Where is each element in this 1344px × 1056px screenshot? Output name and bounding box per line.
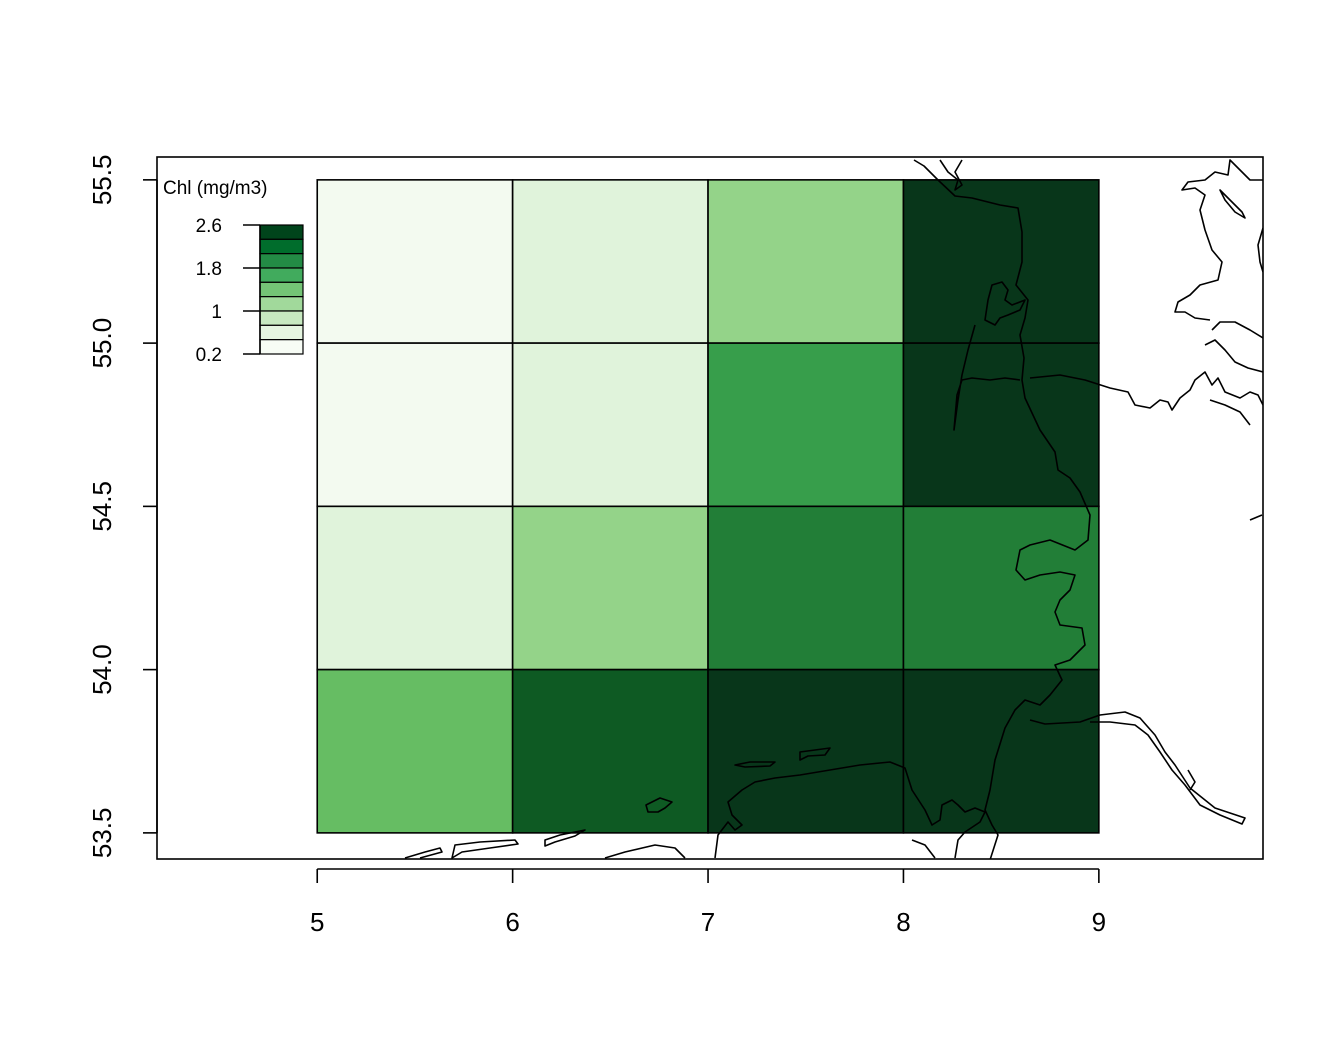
x-tick-label: 6: [505, 907, 519, 937]
legend-swatch: [259, 281, 304, 298]
color-legend: Chl (mg/m3) 2.6 1.8 1 0.2: [163, 178, 304, 366]
legend-title: Chl (mg/m3): [163, 178, 268, 199]
x-tick-label: 9: [1092, 907, 1106, 937]
heatmap-cell: [902, 505, 1100, 671]
heatmap-cell: [316, 342, 514, 508]
x-tick-label: 5: [310, 907, 324, 937]
heatmap-cell: [707, 342, 905, 508]
coastline-path: [1257, 227, 1263, 273]
legend-swatch: [259, 339, 304, 355]
heatmap-cell: [902, 179, 1100, 344]
legend-tick-label: 2.6: [196, 216, 222, 237]
coastline-path: [1211, 321, 1263, 339]
y-tick-label: 54.0: [87, 644, 117, 695]
coastline-path: [734, 761, 776, 768]
heatmap-cell: [316, 668, 514, 834]
heatmap-cell: [511, 668, 709, 834]
coastline-path: [1219, 189, 1246, 219]
heatmap-cell: [316, 179, 514, 344]
heatmap-cells: [316, 179, 1100, 834]
x-tick-label: 7: [701, 907, 715, 937]
legend-tick-label: 1.8: [196, 259, 222, 280]
y-tick-label: 53.5: [87, 808, 117, 859]
legend-tick-label: 0.2: [196, 345, 222, 366]
legend-swatch: [259, 296, 304, 312]
y-tick-label: 55.0: [87, 318, 117, 369]
legend-swatch: [259, 224, 304, 240]
coastline-path: [1187, 769, 1196, 791]
y-tick-label: 55.5: [87, 155, 117, 206]
heatmap-cell: [316, 505, 514, 671]
heatmap-cell: [902, 668, 1100, 834]
heatmap-cell: [511, 179, 709, 344]
coastline-path: [1204, 339, 1263, 373]
coastline-map: [404, 159, 1263, 859]
coastline-path: [911, 839, 936, 859]
legend-swatch: [259, 238, 304, 255]
coastline-path: [953, 324, 1021, 431]
coastline-path: [604, 844, 686, 859]
legend-swatch: [259, 324, 304, 341]
coastline-path: [1029, 371, 1263, 411]
x-axis: 5 6 7 8 9: [310, 868, 1106, 937]
coastline-path: [939, 159, 963, 191]
coastline-path: [645, 797, 673, 813]
coastline-path: [714, 761, 986, 859]
heatmap-cell: [902, 342, 1100, 508]
coastline-path: [1029, 711, 1246, 825]
legend-swatch: [259, 310, 304, 326]
y-tick-label: 54.5: [87, 481, 117, 532]
heatmap-cell: [707, 505, 905, 671]
y-axis: 53.5 54.0 54.5 55.0 55.5: [87, 155, 158, 859]
coastline-path: [404, 847, 443, 859]
coastline-path: [799, 747, 831, 761]
coastline-path: [913, 159, 1091, 859]
legend-swatch: [259, 267, 304, 283]
coastline-path: [984, 281, 1026, 326]
coastline-path: [544, 829, 586, 847]
x-tick-label: 8: [896, 907, 910, 937]
coastline-path: [1249, 514, 1263, 521]
legend-tick-label: 1: [211, 302, 222, 323]
legend-swatch: [259, 253, 304, 269]
heatmap-cell: [511, 342, 709, 508]
heatmap-cell: [707, 179, 905, 344]
coastline-path: [1174, 159, 1263, 321]
coastline-path: [1209, 399, 1251, 426]
heatmap-cell: [511, 505, 709, 671]
coastline-path: [451, 839, 519, 859]
